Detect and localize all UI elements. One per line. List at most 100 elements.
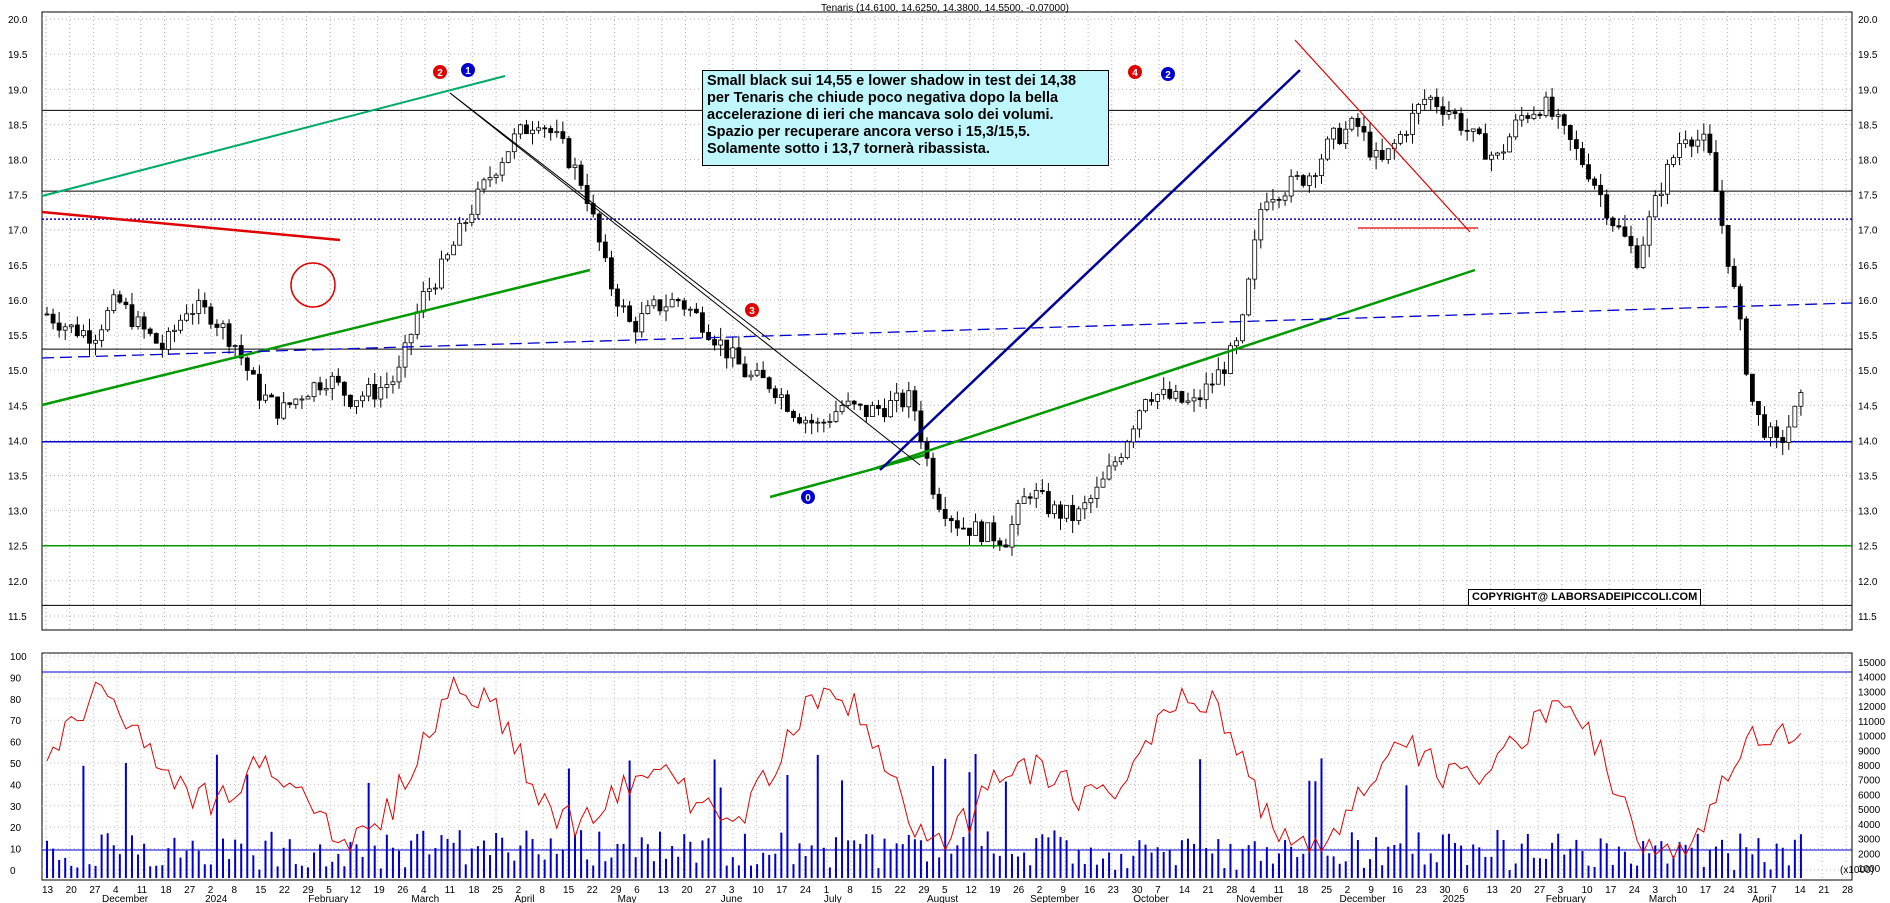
volume-tick: 6000 xyxy=(1858,790,1881,801)
candle-body xyxy=(1634,245,1640,268)
y-tick-left: 18.5 xyxy=(8,120,28,131)
x-tick-label: 28 xyxy=(1226,885,1238,896)
candle-body xyxy=(281,402,287,419)
x-tick-label: 24 xyxy=(1724,885,1736,896)
candle-body xyxy=(208,306,214,325)
candle-body xyxy=(505,151,511,163)
candle-body xyxy=(396,366,402,383)
x-tick-label: 3 xyxy=(729,885,735,896)
candle-body xyxy=(1689,139,1695,147)
x-tick-label: 9 xyxy=(1060,885,1066,896)
candle-body xyxy=(718,339,724,346)
y-tick-right: 20.0 xyxy=(1858,15,1878,26)
candle-body xyxy=(196,300,202,314)
x-tick-label: 16 xyxy=(1084,885,1096,896)
oscillator-tick: 20 xyxy=(10,823,22,834)
candle-body xyxy=(1234,340,1239,347)
price-panel-frame xyxy=(41,11,1853,631)
x-tick-label: 25 xyxy=(1321,885,1333,896)
x-tick-label: 2 xyxy=(1037,885,1043,896)
candle-body xyxy=(384,384,390,388)
y-tick-right: 17.5 xyxy=(1858,191,1878,202)
candle-body xyxy=(1713,152,1719,192)
candle-body xyxy=(499,162,505,176)
x-tick-label: 17 xyxy=(1605,885,1617,896)
candle-body xyxy=(1731,265,1737,287)
candle-body xyxy=(451,244,457,256)
x-tick-label: 23 xyxy=(1416,885,1428,896)
candle-body xyxy=(1464,129,1470,132)
oscillator-tick: 80 xyxy=(10,695,22,706)
candle-body xyxy=(1300,175,1306,186)
candle-body xyxy=(548,128,554,134)
x-tick-label: 21 xyxy=(1818,885,1830,896)
candle-body xyxy=(797,417,802,424)
candle-body xyxy=(621,305,626,308)
candle-body xyxy=(778,394,784,398)
x-tick-label: 13 xyxy=(658,885,670,896)
wave-marker xyxy=(433,65,447,79)
candle-body xyxy=(1671,157,1676,165)
candle-body xyxy=(584,185,590,204)
x-tick-label: 25 xyxy=(492,885,504,896)
blue-dashed-line xyxy=(41,302,1853,359)
volume-tick: 14000 xyxy=(1858,673,1886,684)
candle-body xyxy=(1519,115,1525,121)
candle-body xyxy=(1045,491,1051,515)
candle-body xyxy=(1580,148,1585,166)
candle-body xyxy=(1179,391,1185,403)
candle-body xyxy=(1246,278,1252,316)
x-tick-label: 15 xyxy=(255,885,267,896)
y-tick-right: 18.0 xyxy=(1858,155,1878,166)
candle-body xyxy=(141,316,147,330)
wave-marker xyxy=(745,303,759,317)
candle-body xyxy=(566,138,572,168)
month-label: November xyxy=(1236,894,1283,903)
candle-body xyxy=(74,324,80,337)
candle-body xyxy=(1725,225,1731,267)
x-tick-label: 5 xyxy=(942,885,948,896)
candle-body xyxy=(1628,235,1634,247)
month-label: December xyxy=(102,894,149,903)
candle-body xyxy=(1379,150,1385,160)
candle-body xyxy=(317,382,323,391)
candle-body xyxy=(1343,128,1349,145)
x-tick-label: 5 xyxy=(326,885,332,896)
month-label: 2025 xyxy=(1443,894,1466,903)
candle-body xyxy=(159,342,165,350)
candle-body xyxy=(68,324,74,328)
note-line-3: accelerazione di ieri che mancava solo d… xyxy=(707,107,1054,123)
blue-uptrend-line xyxy=(879,69,1301,471)
x-tick-label: 8 xyxy=(539,885,545,896)
candle-body xyxy=(1161,388,1167,395)
candle-body xyxy=(1592,178,1597,186)
candle-body xyxy=(81,330,86,337)
candle-body xyxy=(1173,391,1179,399)
candle-body xyxy=(1428,96,1434,100)
candle-body xyxy=(1555,114,1561,117)
candle-body xyxy=(827,421,833,423)
candle-body xyxy=(712,339,717,346)
candle-body xyxy=(1549,96,1555,117)
candle-body xyxy=(293,398,299,405)
candle-body xyxy=(378,387,384,400)
x-tick-label: 6 xyxy=(1463,885,1469,896)
candle-body xyxy=(1719,191,1725,226)
y-tick-right: 18.5 xyxy=(1858,120,1878,131)
candle-body xyxy=(869,405,875,418)
candle-body xyxy=(1622,226,1628,237)
candle-body xyxy=(979,521,985,542)
y-tick-right: 14.5 xyxy=(1858,401,1878,412)
oscillator-tick: 70 xyxy=(10,716,22,727)
month-label: February xyxy=(1546,894,1586,903)
candle-body xyxy=(1567,124,1573,141)
copyright-label: COPYRIGHT@ LABORSADEIPICCOLI.COM xyxy=(1468,589,1702,606)
candle-body xyxy=(220,323,226,328)
oscillator-tick: 50 xyxy=(10,759,22,770)
wave-marker xyxy=(801,490,815,504)
candle-body xyxy=(1282,195,1288,201)
y-tick-left: 16.5 xyxy=(8,261,28,272)
x-tick-label: 20 xyxy=(66,885,78,896)
black-trend-line-1 xyxy=(449,92,921,466)
oscillator-tick: 10 xyxy=(10,845,22,856)
